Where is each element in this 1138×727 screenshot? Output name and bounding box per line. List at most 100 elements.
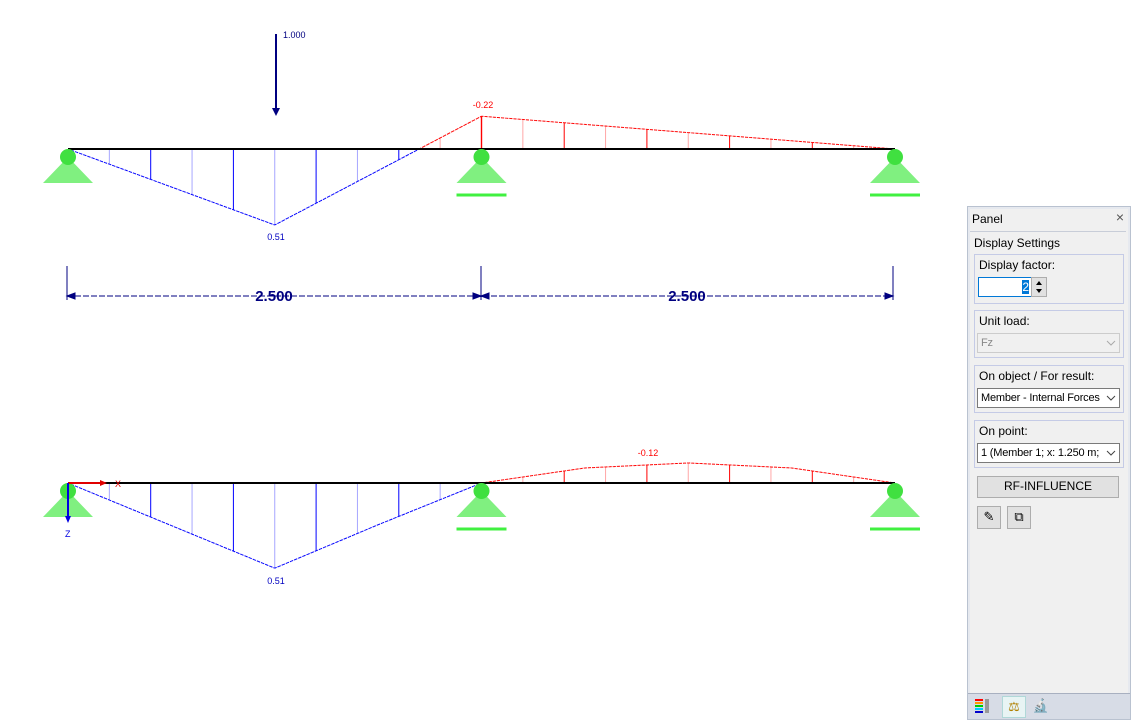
influence-line-segment: [510, 477, 515, 480]
influence-line-segment: [162, 521, 168, 525]
influence-line-segment: [200, 537, 205, 540]
on-object-select[interactable]: Member - Internal Forces: [977, 388, 1120, 408]
influence-line-segment: [146, 177, 151, 180]
influence-line-segment: [253, 559, 259, 562]
influence-line-segment: [224, 206, 230, 209]
balance-icon[interactable]: ⚖: [1002, 696, 1026, 718]
influence-line-segment: [816, 471, 821, 473]
bottom-min-label: -0.12: [638, 448, 659, 458]
influence-line-segment: [270, 223, 275, 226]
influence-line-segment: [328, 543, 333, 547]
influence-line-segment: [357, 531, 362, 534]
influence-line-segment: [390, 161, 395, 165]
support-icon: [870, 491, 920, 517]
panel-tabs: ⚖ 🔬: [968, 693, 1130, 719]
influence-line-segment: [373, 170, 379, 174]
chevron-down-icon: [1106, 395, 1116, 401]
influence-line-segment: [535, 474, 540, 476]
influence-line-segment: [138, 174, 143, 177]
influence-line-segment: [109, 499, 114, 503]
influence-line-segment: [113, 165, 118, 168]
influence-line-segment: [295, 557, 300, 560]
influence-line-segment: [150, 178, 156, 182]
influence-line-segment: [84, 154, 89, 158]
color-scale-icon[interactable]: [972, 696, 994, 716]
dimension-label: 2.500: [668, 288, 706, 305]
influence-line-segment: [377, 522, 383, 526]
influence-line-segment: [286, 560, 292, 564]
influence-line-segment: [489, 480, 494, 483]
close-icon[interactable]: ×: [1115, 209, 1124, 225]
influence-line-segment: [76, 485, 81, 489]
on-point-group: On point: 1 (Member 1; x: 1.250 m;: [974, 420, 1124, 468]
influence-line-segment: [460, 489, 466, 492]
rf-influence-button[interactable]: RF-INFLUENCE: [977, 476, 1119, 498]
influence-line-segment: [824, 472, 829, 474]
influence-line-segment: [262, 219, 267, 223]
influence-line-segment: [96, 159, 102, 162]
influence-line-segment: [311, 550, 317, 553]
influence-line-segment: [832, 473, 838, 476]
influence-line-segment: [315, 200, 321, 204]
influence-line-segment: [183, 530, 189, 533]
influence-line-segment: [419, 505, 424, 509]
influence-line-segment: [431, 139, 437, 143]
influence-line-segment: [291, 559, 296, 562]
dimension-label: 2.500: [255, 288, 293, 305]
influence-line-segment: [249, 557, 255, 561]
influence-line-segment: [76, 151, 81, 155]
influence-line-segment: [522, 475, 528, 478]
influence-line-segment: [241, 212, 246, 215]
influence-line-segment: [452, 128, 457, 132]
influence-line-segment: [861, 477, 867, 480]
influence-line-segment: [472, 117, 478, 122]
influence-line-segment: [874, 479, 879, 482]
influence-line-segment: [464, 487, 470, 491]
influence-line-segment: [258, 218, 263, 221]
influence-line-segment: [216, 203, 222, 206]
influence-line-segment: [241, 554, 246, 557]
influence-line-segment: [158, 520, 164, 523]
influence-line-segment: [795, 468, 800, 470]
influence-line-segment: [460, 124, 466, 128]
influence-line-segment: [837, 474, 842, 476]
export-icon[interactable]: ⧉: [1007, 506, 1031, 529]
influence-line-segment: [88, 491, 94, 494]
influence-line-segment: [187, 531, 193, 535]
panel-title: Panel: [972, 212, 1003, 226]
on-point-select[interactable]: 1 (Member 1; x: 1.250 m;: [977, 443, 1120, 463]
influence-line-segment: [303, 207, 309, 211]
influence-line-canvas[interactable]: 2.500 2.500 1.000 0.51 -0.22 0.51 -0.12 …: [0, 0, 960, 727]
influence-line-segment: [543, 472, 548, 475]
influence-line-segment: [357, 178, 362, 182]
edit-icon[interactable]: ✎: [977, 506, 1001, 529]
influence-line-segment: [253, 216, 259, 220]
influence-line-segment: [456, 126, 462, 130]
influence-line-segment: [828, 472, 834, 475]
influence-line-segment: [803, 469, 809, 471]
influence-line-segment: [382, 165, 387, 169]
influence-line-segment: [555, 471, 561, 473]
stepper-arrows[interactable]: [1031, 277, 1047, 297]
support-hinge-icon: [473, 483, 490, 499]
influence-line-segment: [100, 160, 106, 164]
influence-line-segment: [439, 135, 445, 139]
display-factor-value[interactable]: 2: [1022, 280, 1029, 294]
influence-line-segment: [133, 172, 139, 176]
microscope-icon[interactable]: 🔬: [1032, 698, 1050, 713]
influence-line-segment: [245, 213, 251, 217]
influence-line-segment: [92, 157, 98, 161]
support-hinge-icon: [473, 149, 490, 165]
influence-line-segment: [493, 480, 499, 482]
display-factor-stepper[interactable]: 2: [978, 277, 1032, 297]
influence-line-segment: [282, 218, 288, 222]
influence-line-segment: [187, 192, 193, 196]
influence-line-segment: [212, 201, 218, 205]
influence-line-segment: [154, 518, 160, 521]
influence-line-segment: [799, 468, 805, 471]
influence-line-segment: [853, 476, 858, 479]
influence-line-segment: [870, 478, 875, 481]
influence-line-segment: [382, 520, 387, 524]
influence-line-segment: [237, 552, 242, 556]
influence-line-segment: [444, 495, 449, 499]
